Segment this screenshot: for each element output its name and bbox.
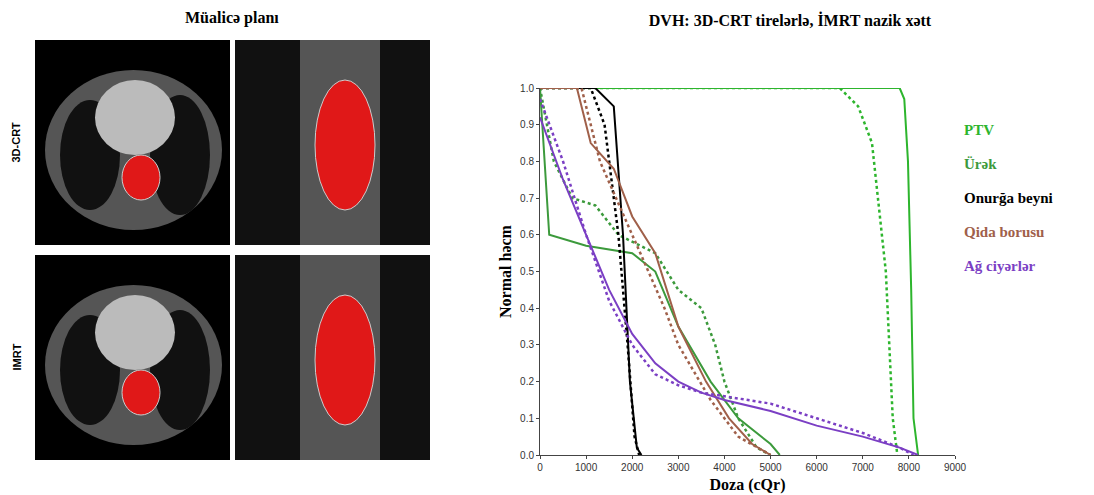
svg-text:0.2: 0.2 xyxy=(520,376,534,387)
svg-text:Müalicə planı: Müalicə planı xyxy=(185,9,279,27)
svg-text:0: 0 xyxy=(537,462,543,473)
svg-text:Onurğa beyni: Onurğa beyni xyxy=(964,190,1053,206)
svg-text:7000: 7000 xyxy=(852,462,875,473)
svg-text:3D-CRT: 3D-CRT xyxy=(10,122,22,163)
svg-text:Ağ ciyərlər: Ağ ciyərlər xyxy=(964,258,1036,274)
svg-text:9000: 9000 xyxy=(944,462,967,473)
svg-text:6000: 6000 xyxy=(806,462,829,473)
svg-text:Normal həcm: Normal həcm xyxy=(497,224,514,318)
svg-text:1.0: 1.0 xyxy=(520,83,534,94)
svg-text:PTV: PTV xyxy=(964,122,994,138)
svg-text:2000: 2000 xyxy=(621,462,644,473)
svg-text:1000: 1000 xyxy=(575,462,598,473)
svg-text:0.0: 0.0 xyxy=(520,450,534,461)
svg-text:0.1: 0.1 xyxy=(520,413,534,424)
svg-text:0.9: 0.9 xyxy=(520,119,534,130)
svg-text:Ürək: Ürək xyxy=(964,156,997,172)
svg-text:IMRT: IMRT xyxy=(11,343,23,370)
svg-text:0.3: 0.3 xyxy=(520,339,534,350)
svg-text:0.4: 0.4 xyxy=(520,303,534,314)
svg-text:Doza (cQr): Doza (cQr) xyxy=(710,476,786,494)
svg-text:0.7: 0.7 xyxy=(520,193,534,204)
svg-text:0.6: 0.6 xyxy=(520,229,534,240)
svg-text:3000: 3000 xyxy=(667,462,690,473)
svg-text:0.5: 0.5 xyxy=(520,266,534,277)
svg-text:0.8: 0.8 xyxy=(520,156,534,167)
svg-text:4000: 4000 xyxy=(713,462,736,473)
svg-text:8000: 8000 xyxy=(898,462,921,473)
svg-text:5000: 5000 xyxy=(759,462,782,473)
svg-text:Qida borusu: Qida borusu xyxy=(964,224,1044,240)
svg-text:DVH: 3D-CRT tirelərlə, İMRT na: DVH: 3D-CRT tirelərlə, İMRT nazik xətt xyxy=(649,11,932,29)
